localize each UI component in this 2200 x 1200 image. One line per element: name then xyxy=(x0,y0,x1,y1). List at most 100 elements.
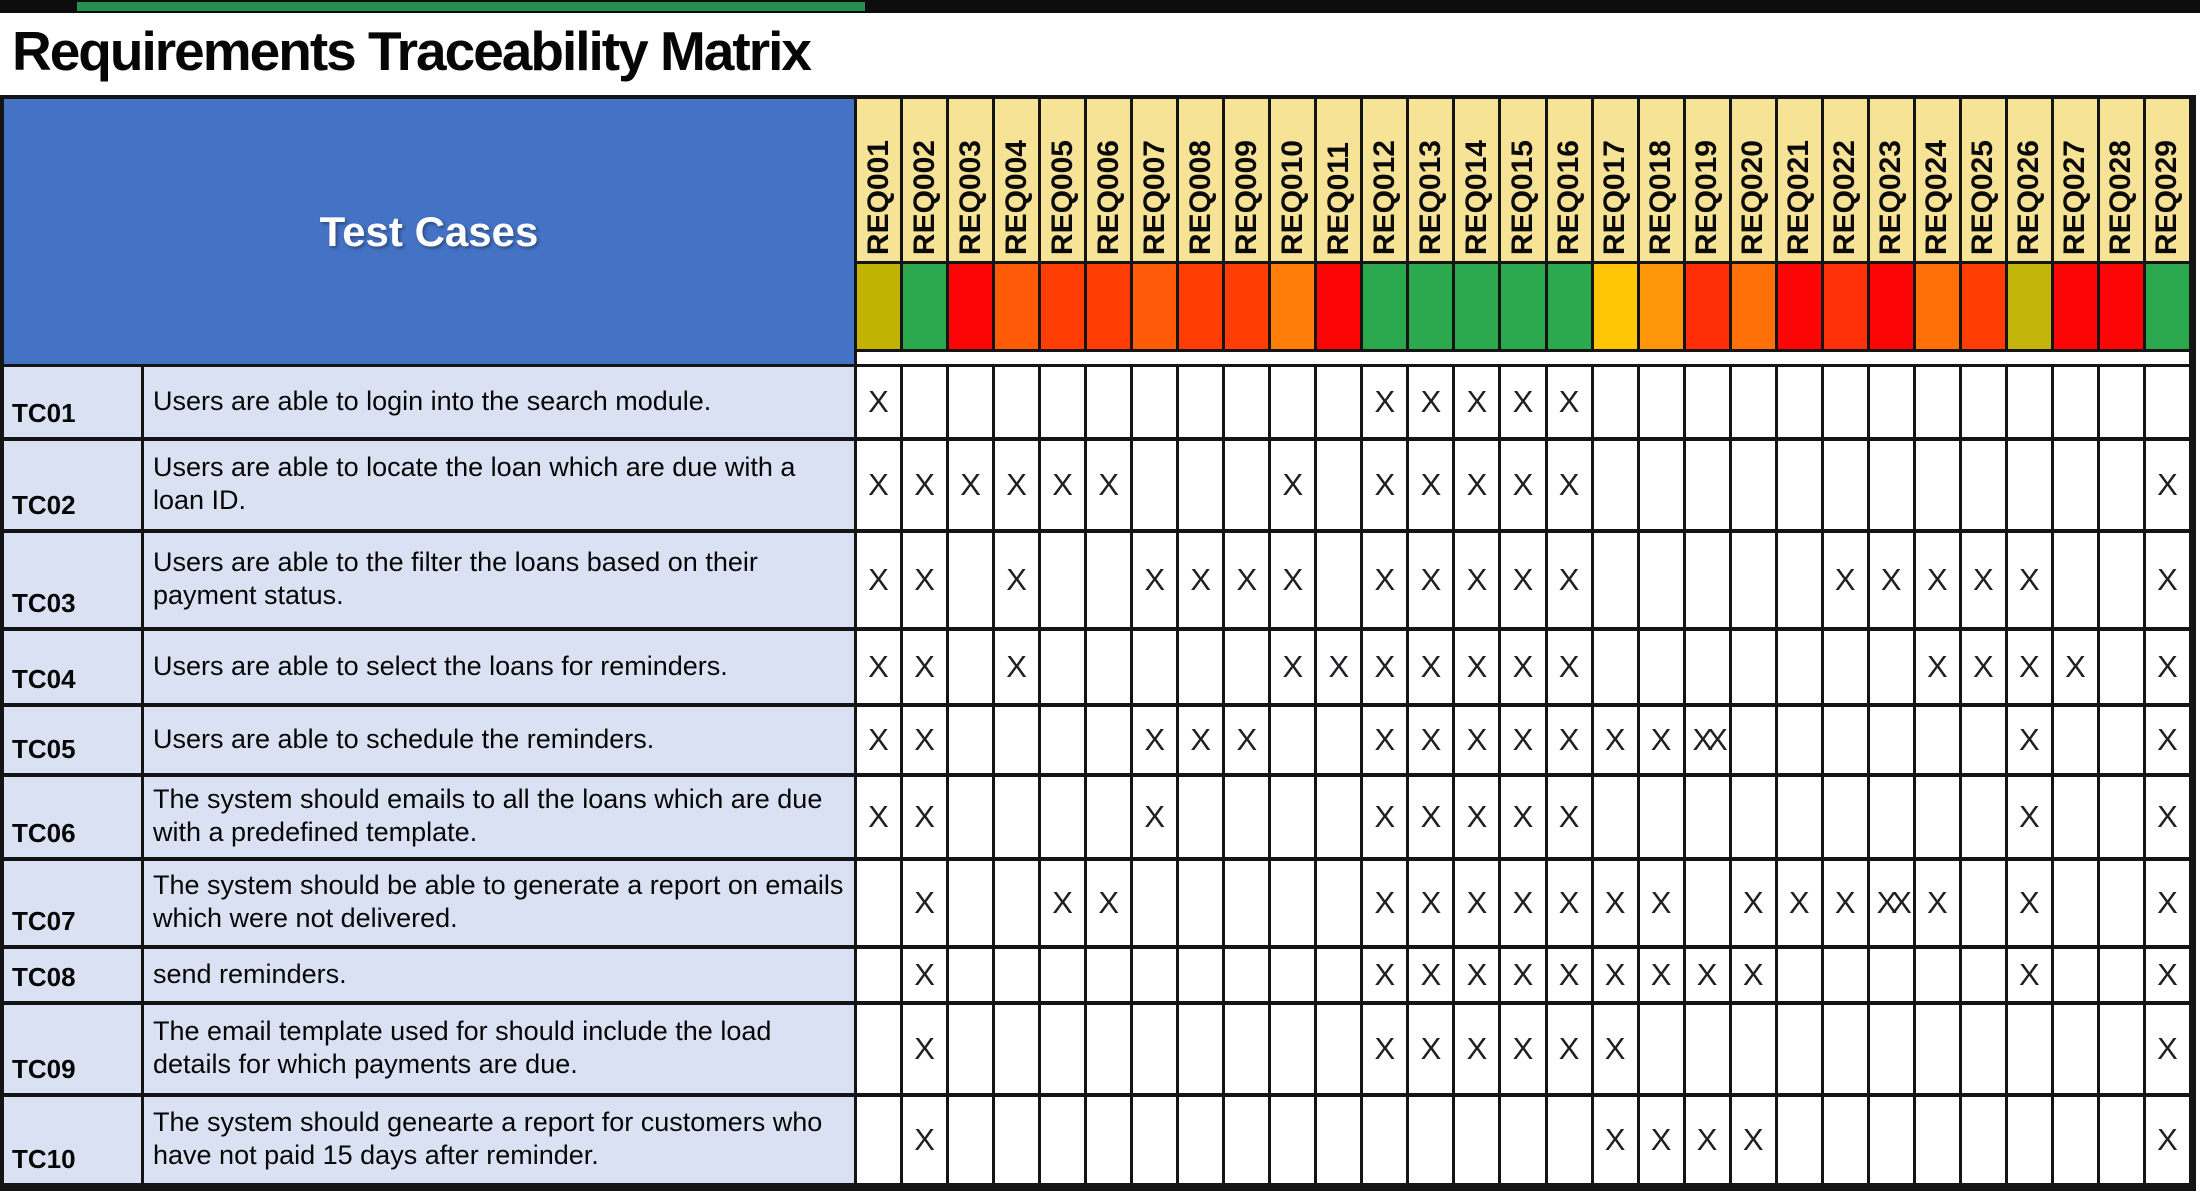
mark-cell-TC02-REQ027 xyxy=(2053,441,2100,533)
mark-cell-TC02-REQ011 xyxy=(1317,441,1364,533)
column-header-REQ025: REQ025 xyxy=(1961,99,2008,264)
column-header-REQ023: REQ023 xyxy=(1869,99,1916,264)
mark-cell-TC10-REQ006 xyxy=(1087,1097,1134,1187)
status-cell-REQ005 xyxy=(1041,264,1088,352)
status-cell-REQ020 xyxy=(1731,264,1778,352)
column-header-label: REQ014 xyxy=(1459,139,1493,255)
mark-cell-TC09-REQ013: X xyxy=(1409,1005,1456,1097)
mark-cell-TC06-REQ003 xyxy=(949,777,996,861)
status-cell-REQ018 xyxy=(1639,264,1686,352)
row-label-TC06: TC06 xyxy=(4,777,144,861)
mark-cell-TC06-REQ016: X xyxy=(1547,777,1594,861)
mark-cell-TC09-REQ010 xyxy=(1271,1005,1318,1097)
mark-cell-TC01-REQ004 xyxy=(995,367,1042,441)
mark-cell-TC03-REQ012: X xyxy=(1363,533,1410,631)
mark-cell-TC08-REQ012: X xyxy=(1363,949,1410,1005)
row-description-TC02: Users are able to locate the loan which … xyxy=(144,441,857,533)
row-label-TC09: TC09 xyxy=(4,1005,144,1097)
mark-cell-TC03-REQ010: X xyxy=(1271,533,1318,631)
mark-cell-TC01-REQ023 xyxy=(1869,367,1916,441)
column-header-REQ018: REQ018 xyxy=(1639,99,1686,264)
mark-cell-TC09-REQ001 xyxy=(857,1005,904,1097)
column-header-label: REQ007 xyxy=(1137,139,1171,255)
column-header-label: REQ027 xyxy=(2058,139,2092,255)
column-header-label: REQ016 xyxy=(1552,139,1586,255)
mark-cell-TC01-REQ017 xyxy=(1593,367,1640,441)
column-header-label: REQ013 xyxy=(1413,139,1447,255)
mark-cell-TC06-REQ006 xyxy=(1087,777,1134,861)
mark-cell-TC03-REQ024: X xyxy=(1915,533,1962,631)
mark-cell-TC04-REQ024: X xyxy=(1915,631,1962,707)
mark-cell-TC01-REQ006 xyxy=(1087,367,1134,441)
row-label-TC04: TC04 xyxy=(4,631,144,707)
mark-cell-TC08-REQ003 xyxy=(949,949,996,1005)
status-cell-REQ016 xyxy=(1547,264,1594,352)
column-header-REQ027: REQ027 xyxy=(2053,99,2100,264)
mark-cell-TC07-REQ024: X xyxy=(1915,861,1962,949)
mark-cell-TC07-REQ005: X xyxy=(1041,861,1088,949)
mark-cell-TC02-REQ023 xyxy=(1869,441,1916,533)
status-cell-REQ003 xyxy=(949,264,996,352)
mark-cell-TC10-REQ025 xyxy=(1961,1097,2008,1187)
mark-cell-TC06-REQ012: X xyxy=(1363,777,1410,861)
mark-cell-TC06-REQ001: X xyxy=(857,777,904,861)
mark-cell-TC04-REQ022 xyxy=(1823,631,1870,707)
mark-cell-TC03-REQ022: X xyxy=(1823,533,1870,631)
mark-cell-TC09-REQ005 xyxy=(1041,1005,1088,1097)
status-cell-REQ015 xyxy=(1501,264,1548,352)
mark-cell-TC08-REQ027 xyxy=(2053,949,2100,1005)
mark-cell-TC05-REQ011 xyxy=(1317,707,1364,777)
mark-cell-TC02-REQ017 xyxy=(1593,441,1640,533)
mark-cell-TC02-REQ009 xyxy=(1225,441,1272,533)
column-header-label: REQ029 xyxy=(2150,139,2184,255)
mark-cell-TC09-REQ006 xyxy=(1087,1005,1134,1097)
column-header-REQ029: REQ029 xyxy=(2145,99,2192,264)
mark-cell-TC05-REQ001: X xyxy=(857,707,904,777)
mark-cell-TC08-REQ006 xyxy=(1087,949,1134,1005)
mark-cell-TC03-REQ002: X xyxy=(903,533,950,631)
status-cell-REQ014 xyxy=(1455,264,1502,352)
column-header-REQ009: REQ009 xyxy=(1225,99,1272,264)
column-header-label: REQ004 xyxy=(999,139,1033,255)
mark-cell-TC10-REQ018: X xyxy=(1639,1097,1686,1187)
row-description-TC07: The system should be able to generate a … xyxy=(144,861,857,949)
mark-cell-TC10-REQ026 xyxy=(2007,1097,2054,1187)
mark-cell-TC06-REQ022 xyxy=(1823,777,1870,861)
mark-cell-TC04-REQ016: X xyxy=(1547,631,1594,707)
mark-cell-TC06-REQ027 xyxy=(2053,777,2100,861)
status-cell-REQ028 xyxy=(2099,264,2146,352)
mark-cell-TC02-REQ018 xyxy=(1639,441,1686,533)
mark-cell-TC07-REQ022: X xyxy=(1823,861,1870,949)
mark-cell-TC10-REQ004 xyxy=(995,1097,1042,1187)
column-header-REQ022: REQ022 xyxy=(1823,99,1870,264)
mark-cell-TC04-REQ029: X xyxy=(2145,631,2192,707)
mark-cell-TC04-REQ012: X xyxy=(1363,631,1410,707)
mark-cell-TC07-REQ004 xyxy=(995,861,1042,949)
mark-cell-TC04-REQ002: X xyxy=(903,631,950,707)
mark-cell-TC02-REQ026 xyxy=(2007,441,2054,533)
page-title: Requirements Traceability Matrix xyxy=(12,20,812,82)
mark-cell-TC06-REQ007: X xyxy=(1133,777,1180,861)
mark-cell-TC08-REQ018: X xyxy=(1639,949,1686,1005)
mark-cell-TC07-REQ020: X xyxy=(1731,861,1778,949)
mark-cell-TC08-REQ004 xyxy=(995,949,1042,1005)
mark-cell-TC02-REQ008 xyxy=(1179,441,1226,533)
status-cell-REQ029 xyxy=(2145,264,2192,352)
column-header-REQ019: REQ019 xyxy=(1685,99,1732,264)
mark-cell-TC03-REQ020 xyxy=(1731,533,1778,631)
mark-cell-TC05-REQ020 xyxy=(1731,707,1778,777)
mark-cell-TC05-REQ029: X xyxy=(2145,707,2192,777)
row-description-TC05: Users are able to schedule the reminders… xyxy=(144,707,857,777)
row-description-text: The system should emails to all the loan… xyxy=(153,784,823,847)
column-header-label: REQ020 xyxy=(1736,139,1770,255)
column-header-label: REQ008 xyxy=(1183,139,1217,255)
mark-cell-TC01-REQ025 xyxy=(1961,367,2008,441)
mark-cell-TC07-REQ016: X xyxy=(1547,861,1594,949)
mark-cell-TC09-REQ003 xyxy=(949,1005,996,1097)
mark-cell-TC09-REQ025 xyxy=(1961,1005,2008,1097)
mark-cell-TC03-REQ004: X xyxy=(995,533,1042,631)
mark-cell-TC07-REQ029: X xyxy=(2145,861,2192,949)
mark-cell-TC03-REQ023: X xyxy=(1869,533,1916,631)
corner-header: Test Cases xyxy=(4,99,857,367)
mark-cell-TC02-REQ025 xyxy=(1961,441,2008,533)
